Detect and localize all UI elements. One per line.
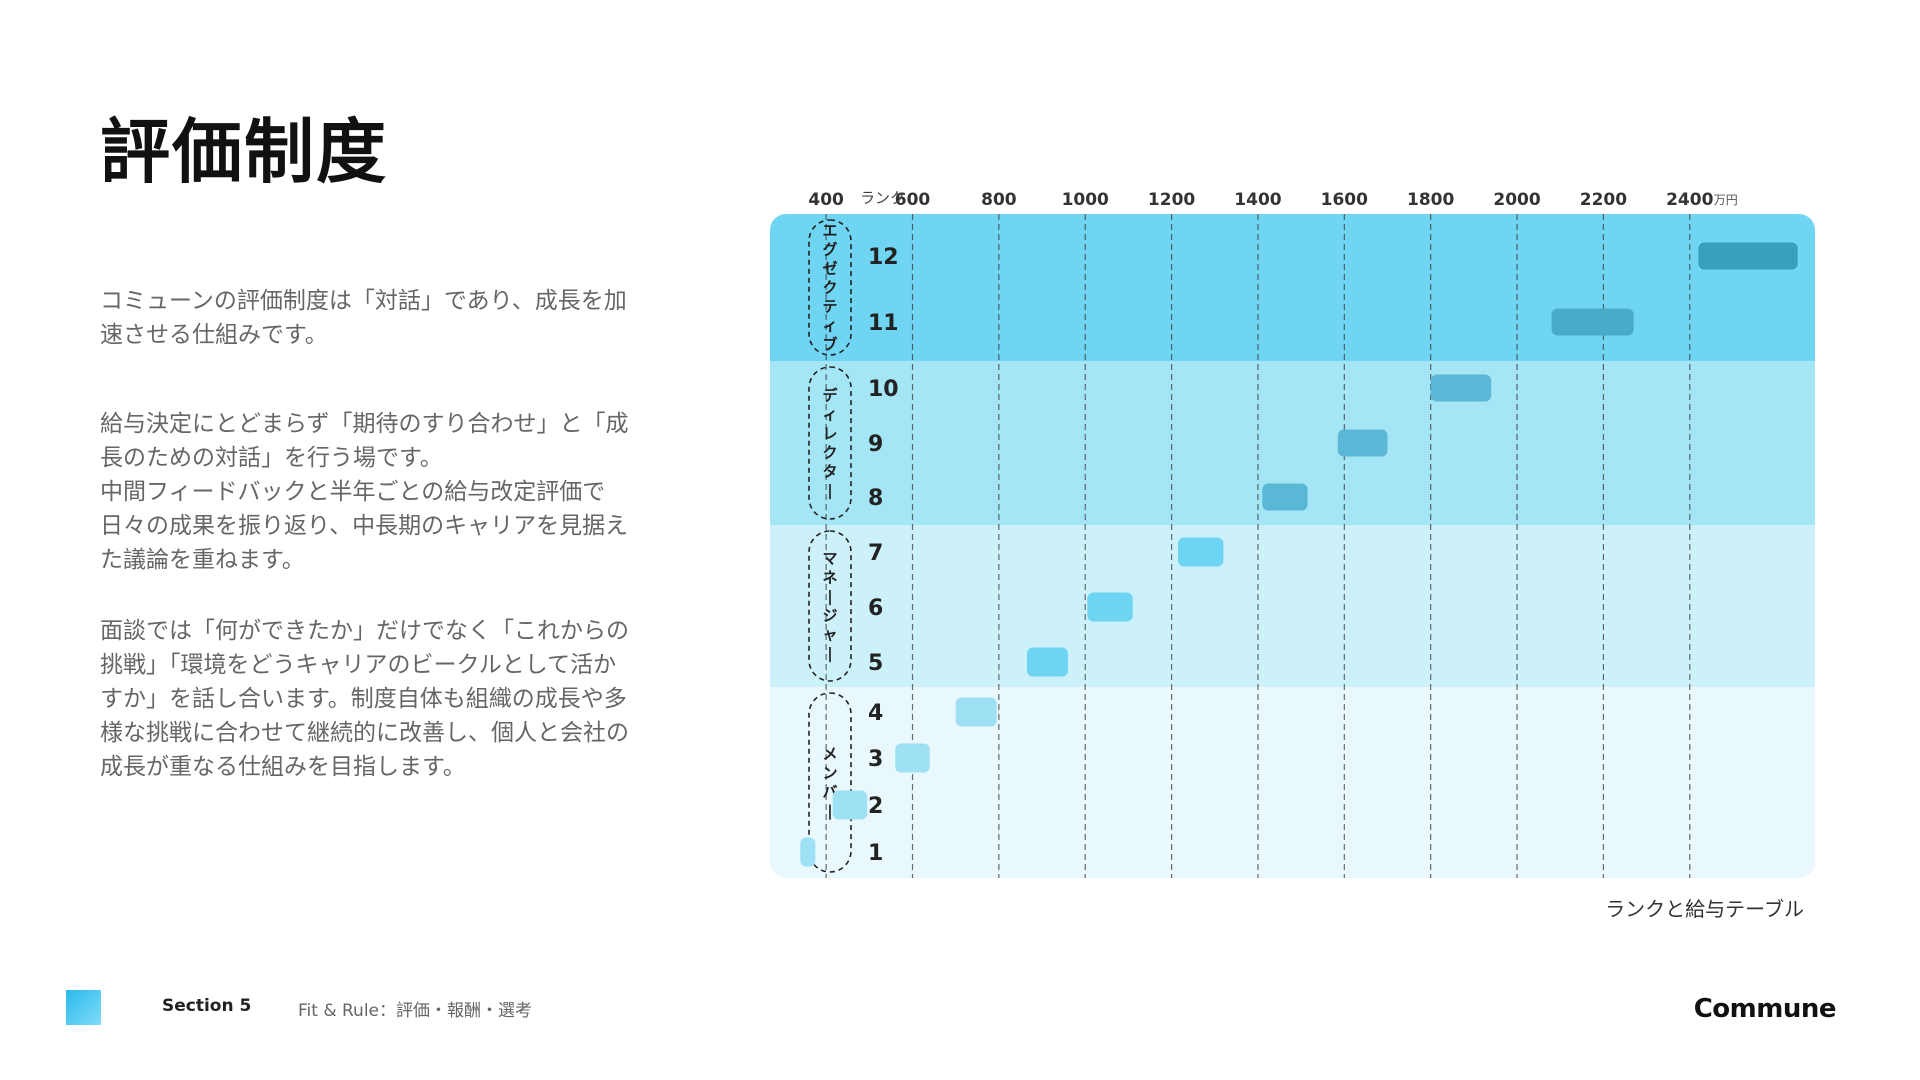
rank-axis-label: ランク [860,189,905,207]
rank-number-6: 6 [868,596,883,621]
x-tick-label-1800: 1800 [1407,190,1454,210]
footer-section-subtitle: Fit & Rule：評価・報酬・選考 [298,1001,532,1021]
group-label-char: ン [822,764,837,782]
rank-number-11: 11 [868,311,899,336]
band-backgrounds [770,214,1815,878]
group-label-char: ネ [822,569,837,587]
group-label-char: ブ [822,336,837,354]
commune-logo: Commune [1693,994,1837,1024]
paragraph-text: 給与決定にとどまらず「期待のすり合わせ」と「成 長のための対話」を行う場です。 … [100,411,629,573]
band-bg-2 [770,525,1815,687]
salary-bar-rank-11 [1551,308,1634,336]
salary-bar-rank-4 [955,697,997,727]
chart-caption: ランクと給与テーブル [1605,897,1804,921]
group-label-char: マ [822,550,837,568]
paragraph-text: コミューンの評価制度は「対話」であり、成長を加 速させる仕組みです。 [100,288,627,348]
salary-bar-rank-9 [1337,429,1388,457]
x-tick-label-800: 800 [981,190,1017,210]
group-pill-0 [808,219,852,356]
rank-number-2: 2 [868,794,883,819]
group-label-char: テ [822,298,837,316]
salary-bar-rank-2 [832,790,868,820]
group-label-char: グ [822,241,837,259]
salary-bar-rank-6 [1087,592,1133,622]
salary-bar-rank-3 [895,743,930,773]
rank-number-7: 7 [868,541,883,566]
salary-bar-rank-7 [1178,537,1224,567]
group-label-char: エ [822,222,837,240]
section-color-marker [66,990,101,1025]
body-paragraph-3: 面談では「何ができたか」だけでなく「これからの 挑戦」「環境をどうキャリアのビー… [100,614,670,784]
group-pill-3 [808,692,852,873]
group-label-char: レ [822,425,837,443]
group-pill-2 [808,530,852,682]
rank-number-8: 8 [868,486,883,511]
group-label-char: ャ [822,626,837,644]
group-label-char: ィ [822,317,837,335]
rank-number-9: 9 [868,432,883,457]
rank-number-12: 12 [868,245,899,270]
group-pill-1 [808,366,852,520]
group-label-char: メ [822,745,837,763]
group-label-char: デ [822,387,838,405]
group-label-char: | [827,645,832,664]
rank-number-10: 10 [868,377,899,402]
group-label-1: ディレクタ| [822,387,838,501]
x-tick-label-400: 400 [808,190,844,210]
salary-bar-rank-5 [1026,647,1068,677]
x-tick-label-2200: 2200 [1580,190,1627,210]
group-label-char: ク [822,279,837,297]
group-label-char: | [827,802,832,821]
x-tick-label-600: 600 [895,190,931,210]
group-label-char: ジ [822,607,837,625]
salary-bar-rank-1 [800,837,816,867]
group-label-char: ク [822,444,837,462]
salary-bar-rank-12 [1698,242,1798,270]
body-paragraph-2: 給与決定にとどまらず「期待のすり合わせ」と「成 長のための対話」を行う場です。 … [100,407,670,577]
x-tick-label-2000: 2000 [1493,190,1540,210]
x-tick-label-1200: 1200 [1148,190,1195,210]
x-tick-label-2400: 2400 [1666,190,1713,210]
page-title: 評価制度 [100,111,388,193]
group-label-char: ゼ [822,260,837,278]
rank-number-1: 1 [868,841,883,866]
group-label-char: ィ [822,406,837,424]
group-label-char: | [827,588,832,607]
band-bg-3 [770,687,1815,878]
rank-number-5: 5 [868,651,883,676]
salary-bar-rank-10 [1430,374,1492,402]
x-tick-label-1600: 1600 [1321,190,1368,210]
group-label-0: エグゼクティブ [822,222,837,354]
group-label-2: マネ|ジャ| [822,550,837,664]
salary-bar-rank-8 [1262,483,1308,511]
x-tick-label-1400: 1400 [1234,190,1281,210]
band-bg-0 [770,214,1815,361]
body-paragraph-1: コミューンの評価制度は「対話」であり、成長を加 速させる仕組みです。 [100,284,670,352]
rank-number-4: 4 [868,701,883,726]
footer-section-label: Section 5 [162,996,252,1016]
group-label-char: タ [822,463,837,481]
paragraph-text: 面談では「何ができたか」だけでなく「これからの 挑戦」「環境をどうキャリアのビー… [100,618,629,780]
group-label-char: | [827,482,832,501]
x-unit-label: 万円 [1714,193,1738,207]
rank-number-3: 3 [868,747,883,772]
x-tick-label-1000: 1000 [1062,190,1109,210]
